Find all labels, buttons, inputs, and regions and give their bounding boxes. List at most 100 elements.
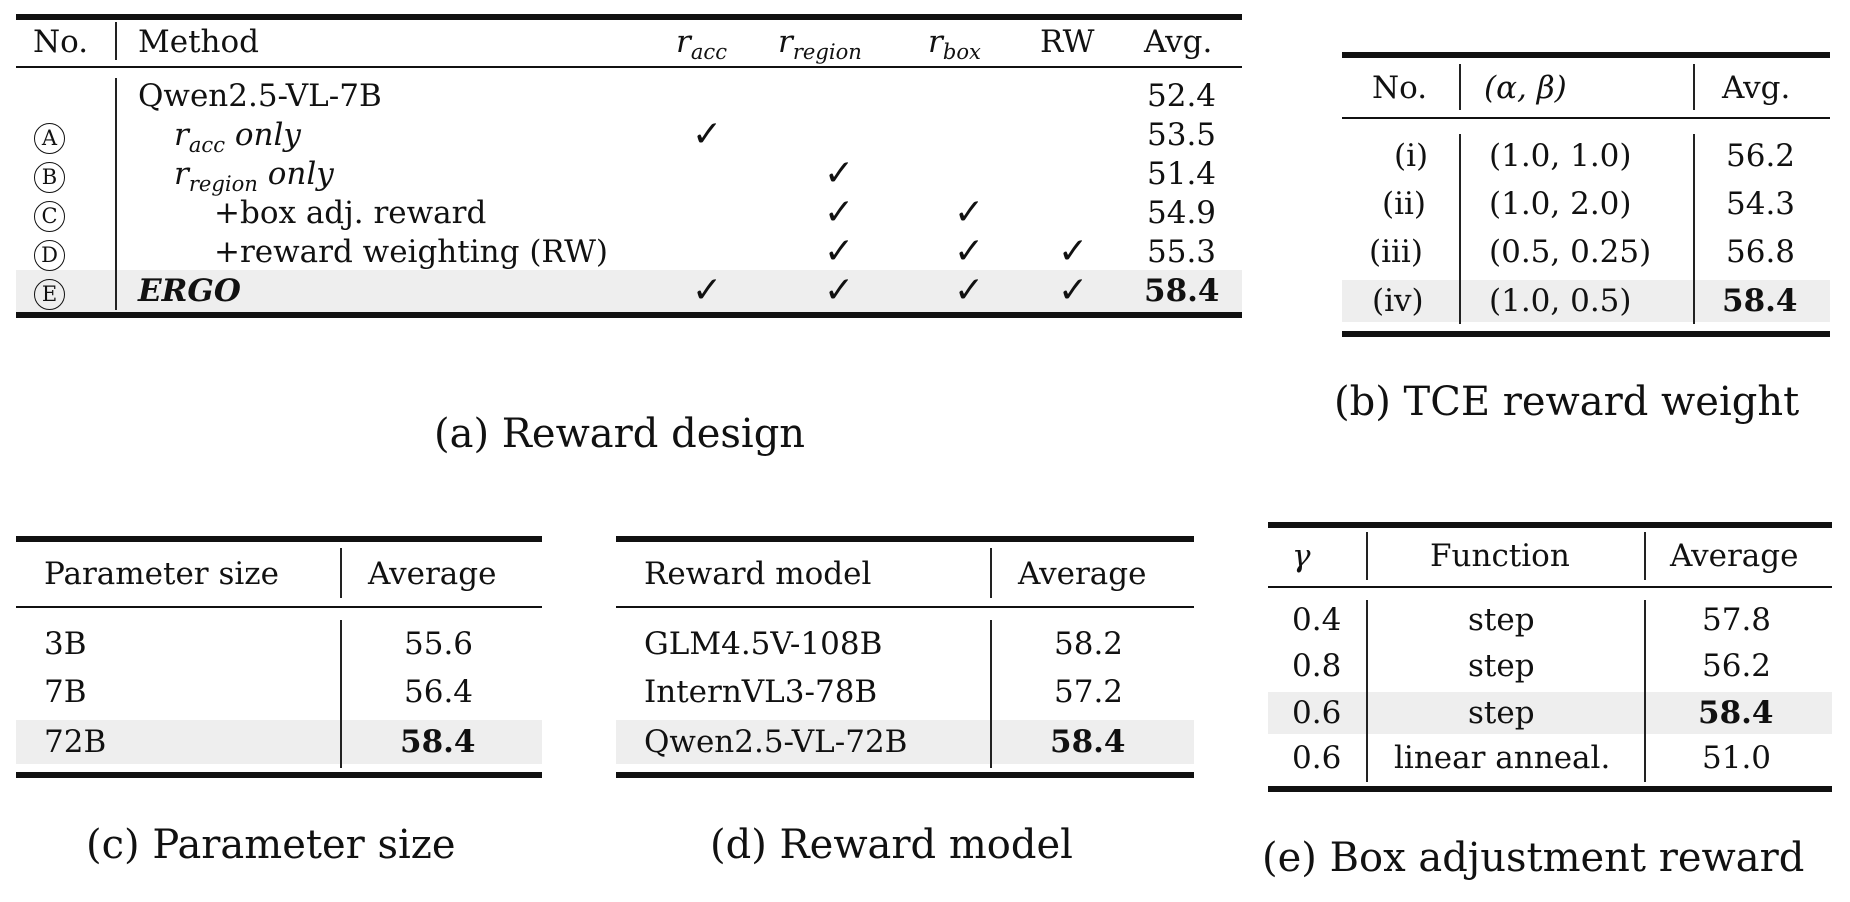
row-id-circle: E (34, 271, 65, 311)
ab-cell: (1.0, 1.0) (1489, 138, 1632, 174)
check-mark: ✓ (824, 192, 855, 233)
header-method: Method (138, 24, 260, 60)
mid-rule (1268, 586, 1832, 588)
mid-rule (16, 66, 1242, 68)
col-divider (1366, 532, 1368, 580)
caption-c: (c) Parameter size (86, 822, 456, 868)
top-rule (616, 536, 1194, 542)
avg-cell: 57.8 (1702, 602, 1772, 638)
ab-cell: (0.5, 0.25) (1489, 234, 1652, 270)
header-avg: Average (1018, 556, 1147, 592)
table-box-adjustment-reward: γ Function Average 0.4 step 57.8 0.8 ste… (1268, 522, 1832, 798)
size-cell: 72B (44, 724, 107, 760)
highlight-row (616, 720, 1194, 764)
size-cell: 3B (44, 626, 87, 662)
avg-cell: 58.4 (1722, 283, 1798, 319)
col-divider (990, 548, 992, 598)
col-divider (1644, 600, 1646, 782)
avg-cell: 54.3 (1726, 186, 1796, 222)
header-avg: Average (368, 556, 497, 592)
caption-d: (d) Reward model (710, 822, 1073, 868)
check-mark: ✓ (824, 270, 855, 311)
table-tce-reward-weight: No. (α, β) Avg. (i) (1.0, 1.0) 56.2 (ii)… (1342, 52, 1830, 342)
check-mark: ✓ (954, 192, 985, 233)
check-mark: ✓ (824, 231, 855, 272)
bottom-rule (16, 772, 542, 778)
avg-cell: 58.4 (1144, 273, 1220, 309)
method-cell: +box adj. reward (214, 195, 487, 231)
top-rule (16, 14, 1242, 20)
bottom-rule (1268, 786, 1832, 792)
gamma-cell: 0.6 (1292, 740, 1342, 776)
row-id-circle: D (34, 232, 65, 272)
header-racc: racc (676, 24, 728, 65)
no-cell: (iv) (1372, 283, 1424, 319)
avg-cell: 55.3 (1147, 234, 1217, 270)
avg-cell: 52.4 (1147, 78, 1217, 114)
ab-cell: (1.0, 0.5) (1489, 283, 1632, 319)
top-rule (1268, 522, 1832, 528)
mid-rule (616, 606, 1194, 608)
check-mark: ✓ (824, 153, 855, 194)
no-cell: (i) (1394, 138, 1429, 174)
avg-cell: 56.2 (1726, 138, 1796, 174)
highlight-row (1342, 280, 1830, 322)
no-cell: (ii) (1382, 186, 1427, 222)
bottom-rule (1342, 331, 1830, 337)
header-avg: Avg. (1144, 24, 1213, 60)
top-rule (1342, 52, 1830, 58)
avg-cell: 56.8 (1726, 234, 1796, 270)
avg-cell: 54.9 (1147, 195, 1217, 231)
caption-e: (e) Box adjustment reward (1262, 835, 1805, 881)
table-reward-design: No. Method racc rregion rbox RW Avg. Qwe… (16, 14, 1242, 324)
no-cell: (iii) (1369, 234, 1423, 270)
header-gamma: γ (1292, 538, 1311, 574)
avg-cell: 58.4 (400, 724, 476, 760)
caption-a: (a) Reward design (434, 411, 806, 457)
bottom-rule (16, 312, 1242, 318)
highlight-row (1268, 692, 1832, 734)
col-divider (340, 620, 342, 768)
col-divider (1644, 532, 1646, 580)
check-mark: ✓ (1058, 270, 1089, 311)
header-avg: Avg. (1722, 70, 1791, 106)
avg-cell: 51.0 (1702, 740, 1772, 776)
header-size: Parameter size (44, 556, 279, 592)
bottom-rule (616, 772, 1194, 778)
col-divider (340, 548, 342, 598)
highlight-row (16, 720, 542, 764)
avg-cell: 58.2 (1054, 626, 1124, 662)
col-divider (1459, 64, 1461, 110)
method-cell: ERGO (138, 273, 241, 309)
model-cell: GLM4.5V-108B (644, 626, 883, 662)
col-divider (1693, 64, 1695, 110)
model-cell: Qwen2.5-VL-72B (644, 724, 908, 760)
col-divider (115, 78, 117, 310)
highlight-row (16, 270, 1242, 312)
avg-cell: 58.4 (1698, 695, 1774, 731)
mid-rule (1342, 117, 1830, 119)
check-mark: ✓ (692, 270, 723, 311)
col-divider (1693, 134, 1695, 324)
method-cell: racc only (174, 117, 301, 158)
check-mark: ✓ (1058, 231, 1089, 272)
row-id-circle: B (34, 154, 65, 194)
caption-b: (b) TCE reward weight (1334, 379, 1800, 425)
header-function: Function (1430, 538, 1570, 574)
avg-cell: 55.6 (404, 626, 474, 662)
header-rregion: rregion (778, 24, 862, 65)
method-cell: rregion only (174, 156, 334, 197)
avg-cell: 51.4 (1147, 156, 1217, 192)
avg-cell: 56.4 (404, 674, 474, 710)
mid-rule (16, 606, 542, 608)
function-cell: step (1468, 695, 1535, 731)
header-model: Reward model (644, 556, 872, 592)
size-cell: 7B (44, 674, 87, 710)
avg-cell: 53.5 (1147, 117, 1217, 153)
header-rbox: rbox (928, 24, 981, 65)
method-cell: +reward weighting (RW) (214, 234, 609, 270)
header-alpha-beta: (α, β) (1484, 70, 1567, 106)
header-rw: RW (1040, 24, 1095, 60)
avg-cell: 56.2 (1702, 648, 1772, 684)
avg-cell: 57.2 (1054, 674, 1124, 710)
